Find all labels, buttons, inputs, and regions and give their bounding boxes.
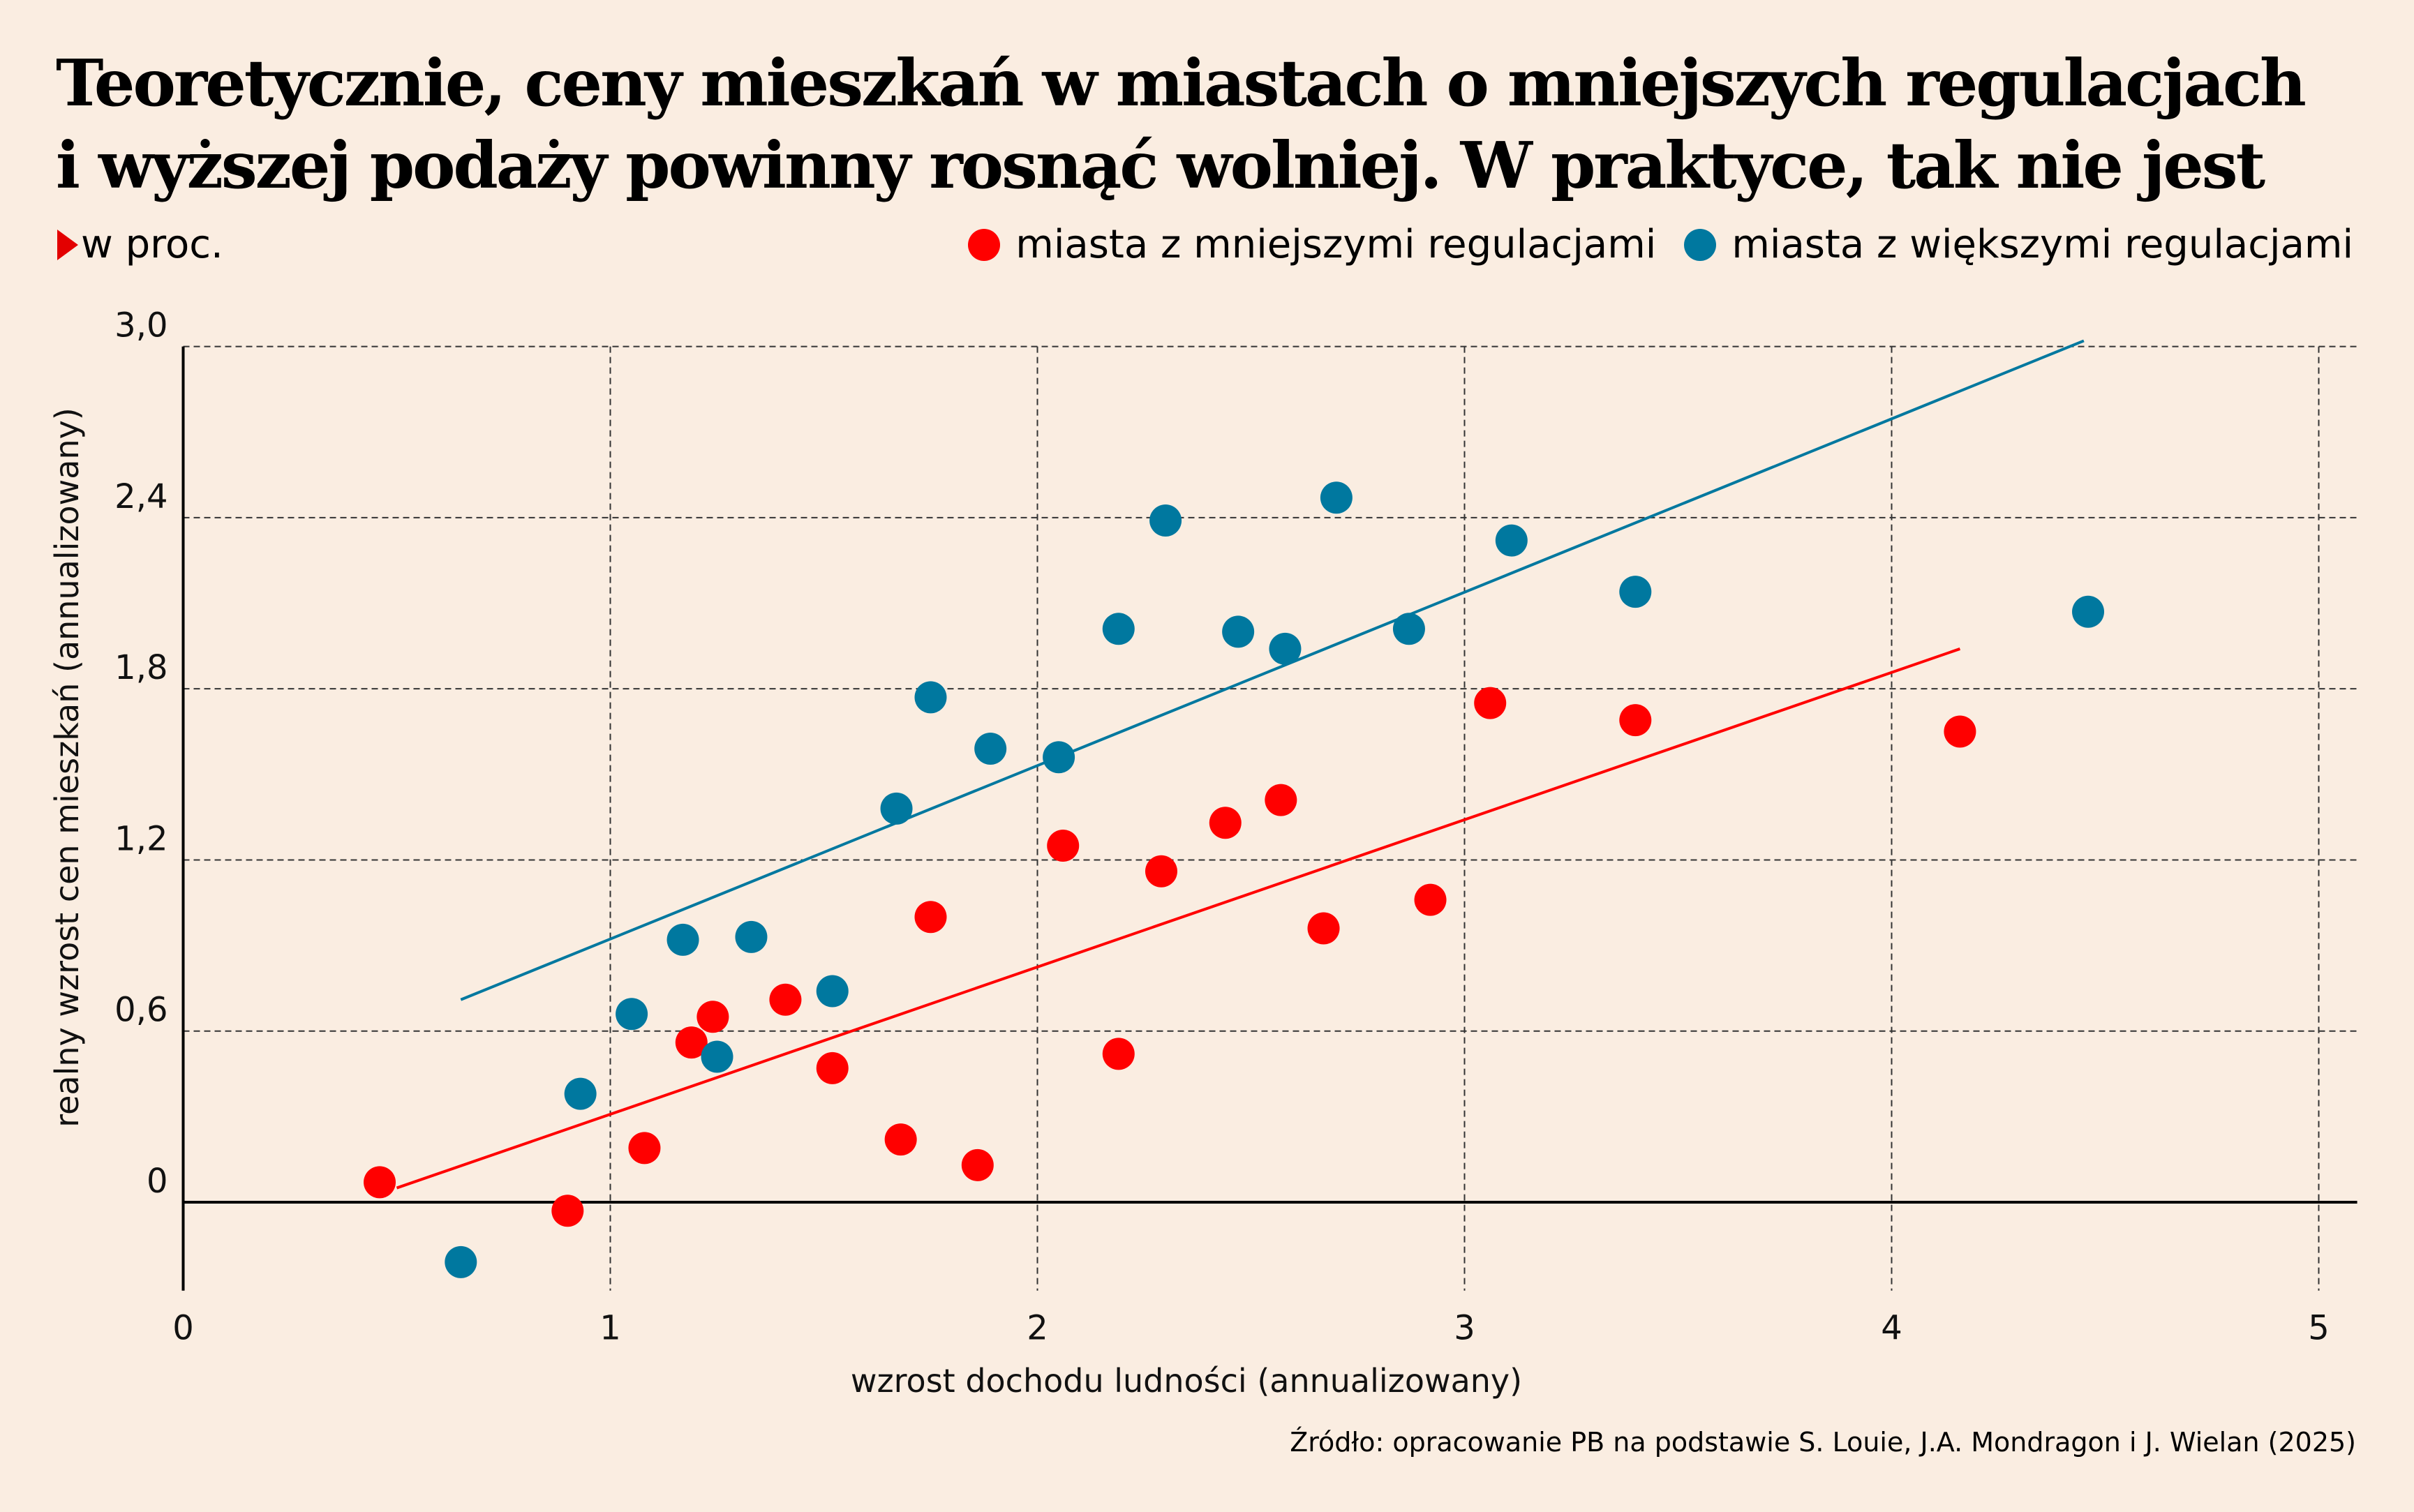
legend-label-less-regulated: miasta z mniejszymi regulacjami bbox=[1015, 222, 1657, 267]
x-tick-label: 4 bbox=[1881, 1309, 1902, 1348]
point-less-regulated bbox=[1414, 883, 1447, 916]
point-more-regulated bbox=[735, 920, 768, 953]
point-more-regulated bbox=[880, 792, 913, 825]
x-axis-label: wzrost dochodu ludności (annualizowany) bbox=[851, 1362, 1522, 1400]
point-less-regulated bbox=[1047, 830, 1080, 862]
y-tick-label: 3,0 bbox=[114, 306, 167, 345]
point-more-regulated bbox=[914, 681, 947, 714]
point-more-regulated bbox=[1043, 741, 1075, 774]
trend-line-more-regulated bbox=[460, 339, 2085, 1001]
point-more-regulated bbox=[666, 923, 699, 956]
point-more-regulated bbox=[2072, 595, 2105, 628]
point-more-regulated bbox=[974, 733, 1007, 765]
point-more-regulated bbox=[1495, 524, 1528, 557]
point-more-regulated bbox=[616, 998, 648, 1031]
x-tick-label: 0 bbox=[172, 1309, 194, 1348]
legend-blue-dot-icon bbox=[1684, 228, 1717, 261]
point-less-regulated bbox=[961, 1148, 994, 1181]
y-tick-label: 0 bbox=[147, 1162, 168, 1201]
unit-text: w proc. bbox=[81, 222, 223, 267]
point-less-regulated bbox=[769, 983, 802, 1016]
point-more-regulated bbox=[701, 1040, 733, 1073]
point-less-regulated bbox=[551, 1195, 584, 1227]
point-less-regulated bbox=[1944, 715, 1976, 748]
point-more-regulated bbox=[1392, 613, 1425, 645]
point-more-regulated bbox=[1619, 576, 1652, 608]
point-less-regulated bbox=[1474, 687, 1507, 719]
point-less-regulated bbox=[1102, 1038, 1135, 1070]
point-less-regulated bbox=[884, 1123, 917, 1156]
legend-red-dot-icon bbox=[968, 228, 1001, 261]
point-more-regulated bbox=[445, 1245, 477, 1278]
point-less-regulated bbox=[1209, 807, 1242, 839]
x-tick-label: 3 bbox=[1454, 1309, 1475, 1348]
legend: miasta z mniejszymi regulacjami miasta z… bbox=[940, 222, 2353, 267]
point-more-regulated bbox=[1102, 613, 1135, 645]
chart-title: Teoretycznie, ceny mieszkań w miastach o… bbox=[56, 42, 2307, 207]
y-tick-label: 2,4 bbox=[114, 477, 167, 516]
unit-label: w proc. bbox=[57, 222, 223, 267]
point-less-regulated bbox=[628, 1132, 661, 1165]
point-more-regulated bbox=[816, 975, 849, 1008]
point-more-regulated bbox=[1269, 632, 1302, 665]
point-less-regulated bbox=[1307, 912, 1340, 945]
y-axis-label: realny wzrost cen mieszkań (annualizowan… bbox=[48, 407, 86, 1128]
title-line-2: i wyższej podaży powinny rosnąć wolniej.… bbox=[56, 128, 2265, 203]
point-more-regulated bbox=[1320, 481, 1353, 514]
title-line-1: Teoretycznie, ceny mieszkań w miastach o… bbox=[56, 45, 2307, 121]
x-tick-label: 5 bbox=[2308, 1309, 2330, 1348]
point-less-regulated bbox=[1145, 855, 1177, 888]
y-tick-label: 1,2 bbox=[114, 819, 167, 858]
triangle-marker-icon bbox=[57, 229, 78, 260]
point-less-regulated bbox=[696, 1001, 729, 1033]
point-less-regulated bbox=[1265, 784, 1297, 816]
point-less-regulated bbox=[364, 1166, 396, 1199]
point-less-regulated bbox=[816, 1051, 849, 1084]
point-more-regulated bbox=[1222, 615, 1255, 648]
y-tick-label: 0,6 bbox=[114, 991, 167, 1030]
legend-label-more-regulated: miasta z większymi regulacjami bbox=[1731, 222, 2353, 267]
point-less-regulated bbox=[675, 1026, 708, 1059]
point-more-regulated bbox=[564, 1077, 597, 1110]
x-tick-label: 2 bbox=[1027, 1309, 1048, 1348]
point-less-regulated bbox=[914, 901, 947, 934]
source-note: Źródło: opracowanie PB na podstawie S. L… bbox=[1290, 1427, 2356, 1458]
point-more-regulated bbox=[1149, 504, 1182, 537]
trend-line-less-regulated bbox=[396, 648, 1961, 1190]
point-less-regulated bbox=[1619, 704, 1652, 737]
y-tick-label: 1,8 bbox=[114, 648, 167, 687]
x-tick-label: 1 bbox=[599, 1309, 621, 1348]
